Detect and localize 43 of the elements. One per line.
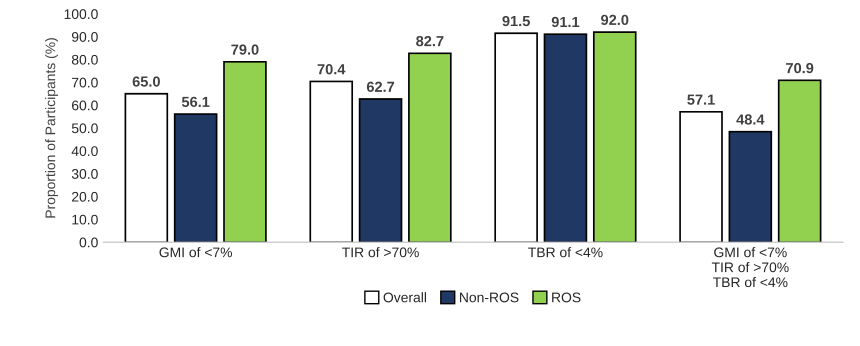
y-tick-label: 20.0 [72, 192, 98, 202]
bar [124, 92, 168, 242]
x-tick-label: TIR of >70% [342, 247, 419, 258]
y-tick-label: 100.0 [64, 9, 98, 20]
data-label: 57.1 [687, 94, 715, 105]
bar [544, 33, 588, 242]
bar [778, 79, 822, 242]
y-tick-label: 10.0 [72, 214, 98, 225]
data-label: 56.1 [182, 96, 210, 108]
legend-label: Non-ROS [460, 292, 518, 302]
data-label: 92.0 [601, 14, 628, 26]
data-label: 65.0 [132, 76, 160, 87]
y-tick-label: 80.0 [72, 54, 98, 65]
data-label: 62.7 [366, 82, 394, 92]
x-tick-label: GMI of <7% [159, 247, 232, 258]
data-label: 91.5 [502, 16, 530, 26]
y-tick-label: 70.0 [72, 78, 98, 88]
x-tick-label: GMI of <7% TIR of >70% TBR of <4% [712, 247, 789, 288]
y-tick-label: 0.0 [80, 238, 98, 248]
bar [174, 113, 218, 242]
data-label: 91.1 [552, 16, 580, 28]
bar [223, 60, 267, 242]
data-label: 79.0 [231, 44, 259, 55]
y-tick-label: 50.0 [72, 123, 98, 134]
bar [408, 52, 452, 242]
y-tick-label: 30.0 [72, 169, 98, 179]
y-tick-label: 60.0 [72, 100, 98, 110]
bar [728, 130, 772, 242]
bar [679, 110, 723, 242]
data-label: 82.7 [416, 36, 444, 46]
bar [309, 80, 354, 242]
data-label: 70.4 [318, 64, 346, 74]
bar [592, 31, 637, 242]
legend-label: ROS [552, 292, 580, 302]
y-tick-label: 40.0 [72, 146, 98, 156]
data-label: 48.4 [736, 114, 764, 125]
y-axis-title: Proportion of Participants (%) [45, 38, 58, 218]
legend-label: Overall [384, 292, 426, 302]
y-tick-label: 90.0 [72, 32, 98, 42]
bar [358, 98, 402, 242]
data-label: 70.9 [786, 62, 814, 74]
bar [494, 32, 538, 242]
x-tick-label: TBR of <4% [528, 247, 603, 258]
